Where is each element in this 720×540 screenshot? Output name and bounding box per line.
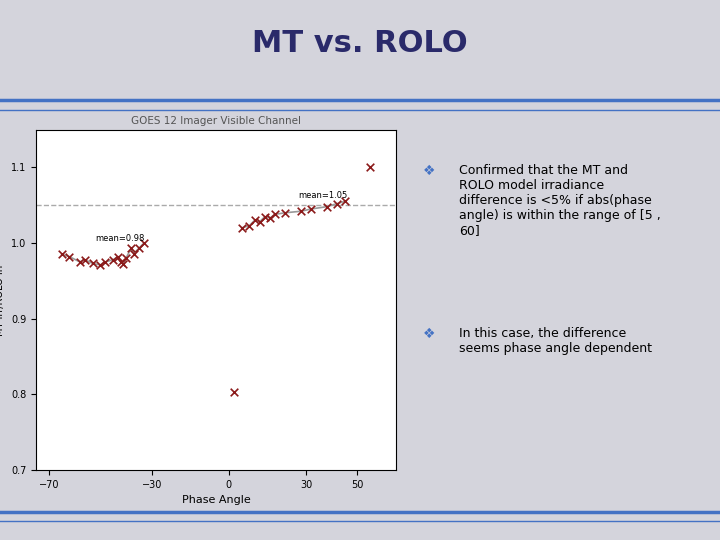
Point <box>321 202 333 211</box>
Text: Confirmed that the MT and
ROLO model irradiance
difference is <5% if abs(phase
a: Confirmed that the MT and ROLO model irr… <box>459 164 660 237</box>
Point <box>236 224 248 232</box>
Point <box>74 258 86 266</box>
X-axis label: Phase Angle: Phase Angle <box>181 495 251 505</box>
Text: mean=0.98: mean=0.98 <box>95 234 145 243</box>
Point <box>339 197 351 206</box>
Point <box>99 258 111 266</box>
Point <box>63 252 75 261</box>
Point <box>94 261 106 269</box>
Point <box>79 255 91 264</box>
Point <box>128 249 140 258</box>
Point <box>279 208 291 217</box>
Point <box>107 255 119 264</box>
Point <box>269 210 281 219</box>
Point <box>115 258 127 266</box>
Text: mean=1.05: mean=1.05 <box>298 191 348 200</box>
Point <box>117 260 129 268</box>
Point <box>133 244 145 253</box>
Text: MT vs. ROLO: MT vs. ROLO <box>252 29 468 58</box>
Point <box>125 244 137 253</box>
Point <box>249 216 261 225</box>
Point <box>138 239 150 247</box>
Point <box>87 259 99 268</box>
Point <box>112 252 124 261</box>
Point <box>305 205 317 213</box>
Text: In this case, the difference
seems phase angle dependent: In this case, the difference seems phase… <box>459 327 652 355</box>
Point <box>56 250 68 259</box>
Point <box>228 388 240 396</box>
Point <box>331 199 343 208</box>
Point <box>254 218 266 226</box>
Point <box>259 212 271 221</box>
Text: ❖: ❖ <box>423 327 435 341</box>
Point <box>264 214 276 222</box>
Title: GOES 12 Imager Visible Channel: GOES 12 Imager Visible Channel <box>131 116 301 126</box>
Point <box>243 221 255 230</box>
Point <box>120 254 132 262</box>
Text: ❖: ❖ <box>423 164 435 178</box>
Point <box>295 207 307 215</box>
Y-axis label: MT Irr/ROLO Irr: MT Irr/ROLO Irr <box>0 264 5 336</box>
Point <box>364 163 376 172</box>
